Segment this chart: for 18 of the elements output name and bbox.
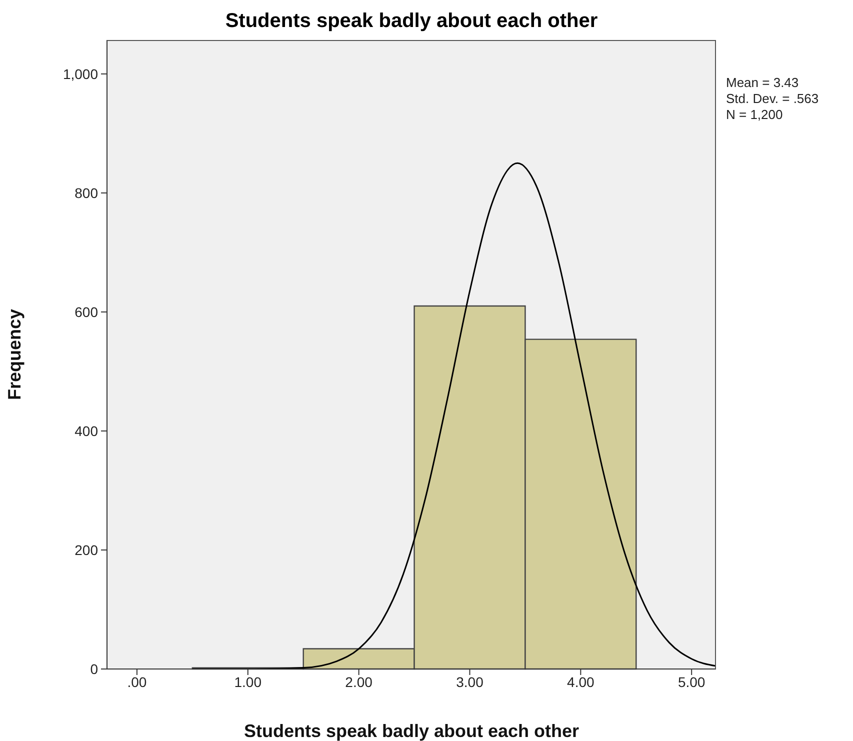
text: Std. Dev. = .563 [726, 91, 819, 107]
y-tick-label: 0 [90, 661, 98, 677]
x-tick-label: 5.00 [678, 674, 706, 690]
text: Mean = 3.43 [726, 75, 800, 91]
y-tick-label: 400 [74, 422, 98, 439]
y-tick-label: 600 [74, 304, 98, 320]
text: N = 1,200 [726, 107, 784, 123]
x-tick-label: 4.00 [567, 674, 595, 690]
y-tick-label: 800 [74, 184, 98, 201]
chart-title: Students speak badly about each other [224, 10, 599, 33]
x-tick-label: 1.00 [234, 674, 262, 690]
x-tick-label: 3.00 [456, 674, 484, 690]
x-tick-label: .00 [127, 674, 147, 690]
x-tick-label: 2.00 [345, 674, 373, 690]
x-axis-title: Students speak badly about each other [244, 721, 580, 741]
y-axis-title: Frequency [4, 308, 24, 400]
y-tick-label: 1,000 [62, 66, 98, 82]
y-tick-label: 200 [74, 542, 98, 558]
